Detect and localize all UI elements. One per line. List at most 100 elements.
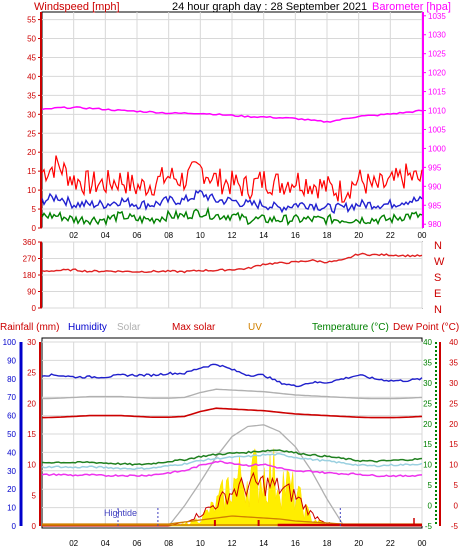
rain-tick-label: 15 <box>27 430 36 439</box>
x-tick-label: 10 <box>196 539 205 548</box>
series-average <box>41 189 423 214</box>
x-tick-label: 12 <box>228 539 237 548</box>
x-tick-label: 04 <box>101 539 110 548</box>
y-tick-label: 15 <box>27 167 36 176</box>
temp-tick-label: 0 <box>428 502 433 511</box>
y2-tick-label: 1015 <box>428 88 446 97</box>
humidity-tick-label: 80 <box>7 375 16 384</box>
x-tick-label: 04 <box>101 231 110 240</box>
humidity-tick-label: 50 <box>7 430 16 439</box>
y-tick-label: 25 <box>27 129 36 138</box>
y2-tick-label: 980 <box>428 220 442 229</box>
wind-title: Windspeed [mph] <box>34 1 120 13</box>
humidity-tick-label: 100 <box>3 338 17 347</box>
panel2-y-ticks: 0 90 180 270 360 <box>23 238 42 313</box>
compass-n-bottom: N <box>434 304 442 316</box>
x-tick-label: 20 <box>354 539 363 548</box>
temp-tick-label: 25 <box>423 399 432 408</box>
compass-e: E <box>434 288 441 300</box>
y-tick-label: 0 <box>32 224 37 233</box>
y2-tick-label: 1010 <box>428 107 446 116</box>
y2-tick-label: 1025 <box>428 50 446 59</box>
rain-tick-label: 10 <box>27 461 36 470</box>
y-tick-label: 50 <box>27 35 36 44</box>
dew-tick-label: 20 <box>449 420 458 429</box>
series-solar-top <box>42 388 423 400</box>
panel1-series <box>41 106 423 227</box>
series-temperature-low <box>41 452 423 471</box>
x-tick-label: 22 <box>386 539 395 548</box>
graph-title: 24 hour graph day : 28 September 2021 <box>172 1 367 13</box>
rain-tick-label: 0 <box>32 522 37 531</box>
rain-tick-label: 25 <box>27 369 36 378</box>
dew-tick-label: 15 <box>449 440 458 449</box>
label-humidity: Humidity <box>68 322 107 333</box>
label-dew: Dew Point (°C) <box>393 322 459 333</box>
panel3-axes: 0 10 20 30 40 50 60 70 80 90 100 0 5 10 15 20 25 30 -5 -5 0 0… <box>3 338 459 531</box>
x-tick-label: 14 <box>259 539 268 548</box>
panel1-x-ticks: 02 04 06 08 10 12 14 16 18 20 22 00 <box>69 231 427 240</box>
y2-tick-label: 985 <box>428 201 442 210</box>
compass-labels: N W S E N <box>434 240 445 316</box>
x-tick-label: 12 <box>228 231 237 240</box>
humidity-tick-label: 60 <box>7 412 16 421</box>
y2-tick-label: 990 <box>428 182 442 191</box>
label-rain: Rainfall (mm) <box>0 322 59 333</box>
y-tick-label: 10 <box>27 186 36 195</box>
label-uv: UV <box>248 322 262 333</box>
y2-tick-label: 1000 <box>428 144 446 153</box>
x-tick-label: 08 <box>164 231 173 240</box>
compass-n-top: N <box>434 240 442 252</box>
x-tick-label: 18 <box>323 231 332 240</box>
temp-tick-label: 5 <box>428 481 433 490</box>
x-tick-label: 00 <box>418 539 427 548</box>
dew-tick-label: 25 <box>449 399 458 408</box>
y-tick-label: 55 <box>27 16 36 25</box>
compass-s: S <box>434 272 441 284</box>
rain-tick-label: 20 <box>27 399 36 408</box>
dew-tick-label: 35 <box>449 358 458 367</box>
y2-tick-label: 1030 <box>428 31 446 40</box>
dew-tick-label: 30 <box>449 379 458 388</box>
series-humidity <box>41 363 423 388</box>
x-tick-label: 16 <box>291 231 300 240</box>
y-tick-label: 270 <box>23 255 37 264</box>
dew-tick-label: 10 <box>449 461 458 470</box>
panel3-x-ticks: 02 04 06 08 10 12 14 16 18 20 22 00 <box>69 539 427 548</box>
x-tick-label: 18 <box>323 539 332 548</box>
x-tick-label: 02 <box>69 231 78 240</box>
humidity-tick-label: 30 <box>7 467 16 476</box>
series-dewpoint <box>41 460 423 478</box>
panel2-series <box>41 252 423 274</box>
temp-tick-label: 10 <box>423 461 432 470</box>
y-tick-label: 360 <box>23 238 37 247</box>
dew-tick-label: 40 <box>449 338 458 347</box>
x-tick-label: 06 <box>133 231 142 240</box>
x-tick-label: 20 <box>354 231 363 240</box>
baro-title: Barometer [hpa] <box>372 1 451 13</box>
humidity-tick-label: 40 <box>7 448 16 457</box>
series-direction <box>41 252 423 274</box>
rain-tick-label: 30 <box>27 338 36 347</box>
x-tick-label: 00 <box>418 231 427 240</box>
panel1-y-ticks: 0 5 10 15 20 25 30 35 40 45 50 55 <box>27 16 42 233</box>
y2-tick-label: 1020 <box>428 69 446 78</box>
humidity-tick-label: 90 <box>7 356 16 365</box>
dew-tick-label: 0 <box>454 502 459 511</box>
compass-w: W <box>434 256 445 268</box>
rain-tick-label: 5 <box>32 491 37 500</box>
label-maxsolar: Max solar <box>172 322 216 333</box>
dew-tick-label: 5 <box>454 481 459 490</box>
humidity-tick-label: 70 <box>7 393 16 402</box>
dew-tick-label: -5 <box>451 522 459 531</box>
x-tick-label: 22 <box>386 231 395 240</box>
humidity-tick-label: 20 <box>7 485 16 494</box>
x-tick-label: 10 <box>196 231 205 240</box>
series-barometer <box>41 106 423 123</box>
x-tick-label: 02 <box>69 539 78 548</box>
temp-tick-label: 30 <box>423 379 432 388</box>
label-temp: Temperature (°C) <box>312 322 389 333</box>
temp-tick-label: 20 <box>423 420 432 429</box>
x-tick-label: 06 <box>133 539 142 548</box>
